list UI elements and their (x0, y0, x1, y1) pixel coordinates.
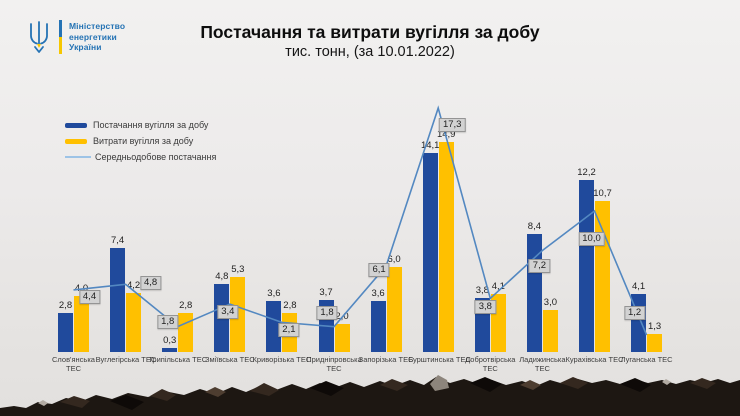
avg-supply-point-label: 1,8 (157, 314, 179, 329)
category-label: Добротвірська ТЕС (465, 355, 516, 373)
supply-value-label: 12,2 (577, 166, 596, 178)
consumption-value-label: 10,7 (593, 188, 612, 200)
category-label: Вуглегірська ТЕС (95, 355, 157, 364)
consumption-value-label: 2,8 (179, 299, 193, 311)
supply-value-label: 3,7 (319, 286, 333, 298)
category-label: Запорізька ТЕС (358, 355, 414, 364)
supply-value-label: 0,3 (163, 334, 177, 346)
consumption-value-label: 2,8 (283, 299, 297, 311)
consumption-value-label: 1,3 (647, 320, 662, 332)
supply-bar (422, 153, 438, 352)
supply-value-label: 2,8 (58, 299, 73, 311)
supply-value-label: 7,4 (110, 234, 125, 246)
consumption-bar (126, 292, 142, 352)
category-label: Бурштинська ТЕС (408, 355, 471, 364)
page-subtitle: тис. тонн, (за 10.01.2022) (285, 44, 455, 60)
category-label: Курахівська ТЕС (565, 355, 624, 364)
consumption-bar (438, 141, 454, 352)
coal-pile-photo (0, 370, 740, 416)
consumption-bar (178, 312, 194, 352)
logo: Міністерство енергетики України (26, 20, 125, 54)
supply-bar (162, 347, 178, 352)
avg-supply-point-label: 7,2 (528, 259, 550, 274)
avg-supply-point-label: 3,8 (474, 300, 496, 315)
supply-bar (110, 247, 126, 352)
supply-value-label: 8,4 (527, 220, 541, 232)
consumption-bar (334, 323, 350, 352)
avg-supply-point-label: 2,1 (278, 323, 300, 338)
consumption-value-label: 5,3 (231, 264, 245, 276)
category-label: Придніпровська ТЕС (306, 355, 362, 373)
avg-supply-point-label: 3,4 (217, 305, 239, 320)
page-title: Постачання та витрати вугілля за добу (200, 22, 540, 42)
category-label: Слов'янська ТЕС (52, 355, 95, 373)
consumption-value-label: 3,0 (543, 296, 557, 308)
supply-bar (526, 233, 542, 352)
supply-value-label: 3,6 (267, 288, 281, 300)
avg-supply-point-label: 17,3 (438, 118, 466, 133)
logo-org-name: Міністерство енергетики України (69, 21, 126, 53)
supply-value-label: 4,1 (631, 281, 646, 293)
supply-bar (58, 312, 73, 352)
consumption-value-label: 4,1 (491, 281, 505, 293)
consumption-bar (542, 309, 558, 352)
avg-supply-point-label: 6,1 (368, 262, 390, 277)
supply-value-label: 3,6 (371, 288, 385, 300)
category-label: Ладижинська ТЕС (519, 355, 566, 373)
avg-supply-point-label: 4,4 (78, 289, 101, 304)
category-label: Трипільська ТЕС (148, 355, 208, 364)
supply-value-label: 14,1 (420, 140, 440, 152)
supply-bar (579, 179, 594, 352)
category-label: Зміївська ТЕС (204, 355, 255, 364)
category-label: Луганська ТЕС (620, 355, 673, 364)
supply-bar (370, 301, 386, 352)
trident-icon (26, 20, 52, 54)
logo-divider (59, 20, 62, 54)
consumption-bar (595, 201, 610, 352)
avg-supply-point-label: 1,8 (316, 305, 338, 320)
consumption-bar (647, 333, 663, 352)
avg-supply-point-label: 10,0 (578, 232, 605, 246)
avg-supply-point-label: 4,8 (139, 276, 162, 291)
avg-supply-point-label: 1,2 (623, 306, 646, 321)
consumption-bar (386, 267, 402, 352)
category-label: Криворізька ТЕС (252, 355, 312, 364)
